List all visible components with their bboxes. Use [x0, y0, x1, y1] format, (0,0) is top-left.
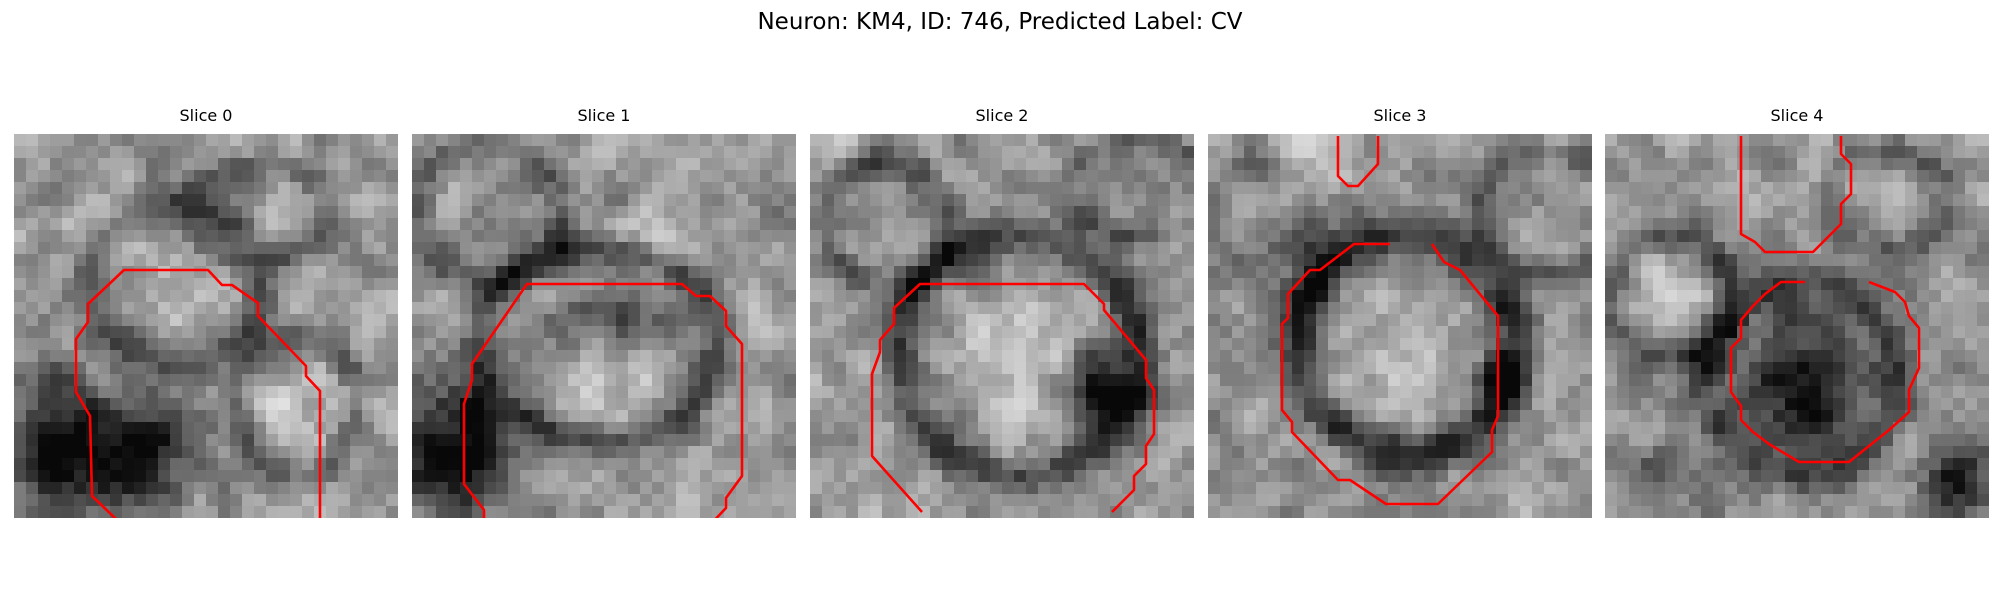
slice-panel-4: Slice 4: [1605, 106, 1989, 520]
slice-title: Slice 4: [1605, 106, 1989, 126]
slice-title: Slice 3: [1208, 106, 1592, 126]
slice-panel-1: Slice 1: [412, 106, 796, 520]
slice-image: [412, 134, 796, 518]
slice-title: Slice 0: [14, 106, 398, 126]
slice-image: [1605, 134, 1989, 518]
figure-title: Neuron: KM4, ID: 746, Predicted Label: C…: [0, 6, 2000, 38]
slice-panel-3: Slice 3: [1208, 106, 1592, 520]
slice-title: Slice 1: [412, 106, 796, 126]
slice-title: Slice 2: [810, 106, 1194, 126]
slice-panel-2: Slice 2: [810, 106, 1194, 520]
slice-image: [1208, 134, 1592, 518]
slice-image: [810, 134, 1194, 518]
slice-image: [14, 134, 398, 518]
slice-panel-0: Slice 0: [14, 106, 398, 520]
